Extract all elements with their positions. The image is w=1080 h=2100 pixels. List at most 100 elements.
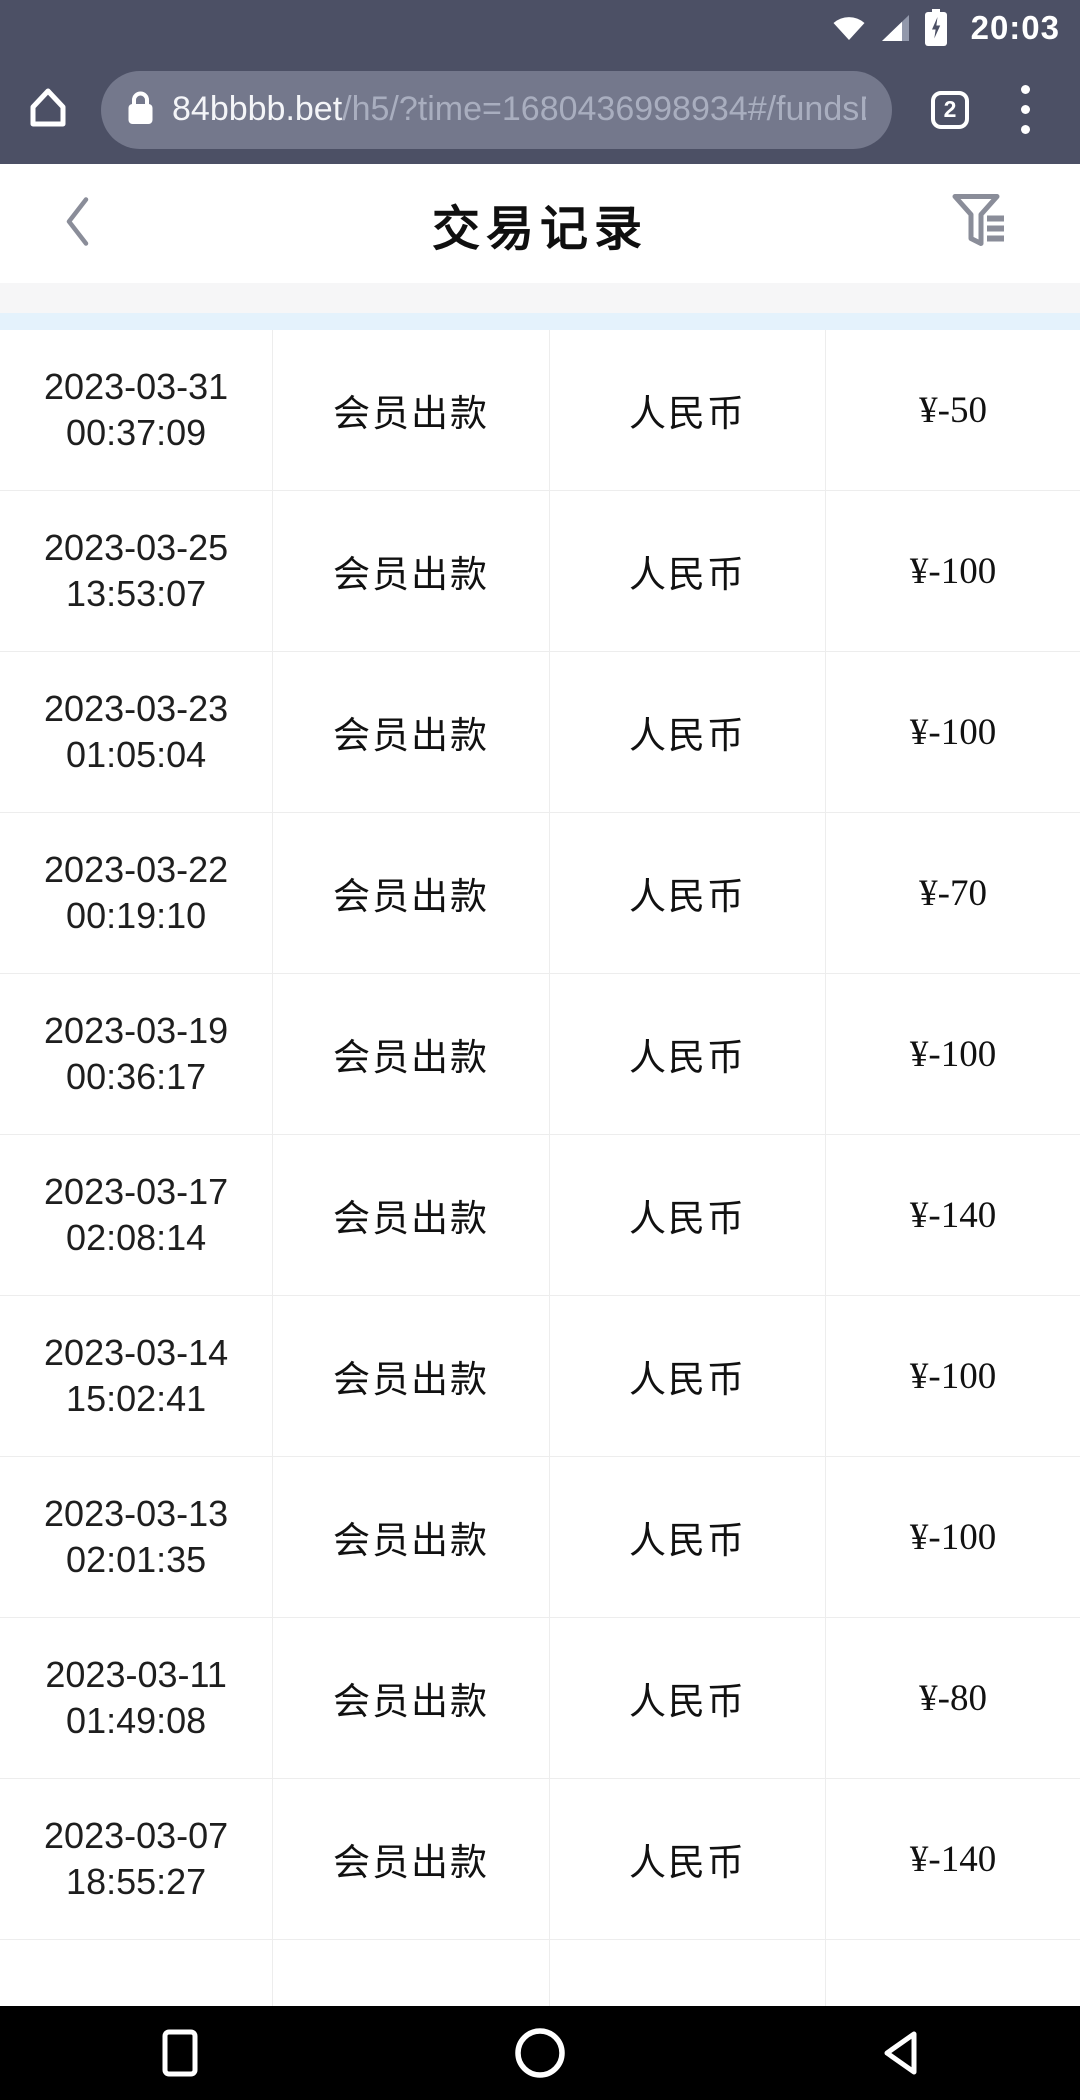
back-button[interactable] — [64, 195, 91, 252]
transaction-time: 01:49:08 — [66, 1700, 207, 1741]
transaction-type: 会员出款 — [273, 330, 550, 490]
table-row[interactable]: 2023-03-22 00:19:10 会员出款 人民币 ¥-70 — [0, 813, 1080, 974]
transaction-date: 2023-03-19 — [44, 1010, 229, 1051]
table-row[interactable]: 2023-03-13 02:01:35 会员出款 人民币 ¥-100 — [0, 1457, 1080, 1618]
table-row[interactable]: 2023-03-25 13:53:07 会员出款 人民币 ¥-100 — [0, 491, 1080, 652]
transaction-currency: 人民币 — [550, 1135, 827, 1295]
status-bar: 20:03 — [0, 0, 1080, 55]
transaction-type: 会员出款 — [273, 491, 550, 651]
transaction-amount: ¥-100 — [909, 1033, 997, 1075]
transaction-datetime: 2023-03-07 18:55:27 — [0, 1779, 274, 1939]
transaction-amount: ¥-100 — [909, 1355, 997, 1397]
transaction-type: 会员出款 — [273, 813, 550, 973]
transaction-amount — [826, 1940, 1080, 2006]
url-text: 84bbbb.bet/h5/?time=1680436998934#/funds… — [172, 90, 866, 129]
transaction-time: 00:19:10 — [66, 895, 207, 936]
transaction-datetime: 2023-03-19 00:36:17 — [0, 974, 274, 1134]
transaction-time: 02:01:35 — [66, 1539, 207, 1580]
page-header: 交易记录 — [0, 164, 1080, 283]
transaction-currency: 人民币 — [550, 1779, 827, 1939]
recents-button[interactable] — [0, 2006, 360, 2100]
table-row[interactable]: 2023-03-17 02:08:14 会员出款 人民币 ¥-140 — [0, 1135, 1080, 1296]
back-triangle-button[interactable] — [720, 2006, 1080, 2100]
transaction-time: 18:55:27 — [66, 1861, 207, 1902]
transaction-currency: 人民币 — [550, 974, 827, 1134]
transaction-amount: ¥-140 — [909, 1194, 997, 1236]
transaction-type: 会员出款 — [273, 1618, 550, 1778]
battery-charging-icon — [924, 9, 947, 46]
transaction-type: 会员出款 — [273, 1296, 550, 1456]
transaction-currency: 人民币 — [550, 330, 827, 490]
table-row[interactable]: 2023-03-07 18:55:27 会员出款 人民币 ¥-140 — [0, 1779, 1080, 1940]
table-row[interactable]: 2023-03-23 01:05:04 会员出款 人民币 ¥-100 — [0, 652, 1080, 813]
url-path: /h5/?time=1680436998934#/fundsDe — [342, 90, 866, 128]
browser-toolbar: 84bbbb.bet/h5/?time=1680436998934#/funds… — [0, 55, 1080, 164]
transaction-date: 2023-03-02 — [44, 1997, 228, 2006]
android-nav-bar — [0, 2006, 1080, 2100]
page-title: 交易记录 — [431, 202, 648, 256]
transaction-currency: 人民币 — [550, 1296, 827, 1456]
transaction-date: 2023-03-25 — [44, 527, 229, 568]
transaction-time: 00:36:17 — [66, 1056, 207, 1097]
url-domain: 84bbbb.bet — [172, 90, 343, 128]
transaction-type: 会员出款 — [273, 974, 550, 1134]
cell-signal-icon — [881, 14, 909, 41]
clock: 20:03 — [970, 8, 1060, 46]
highlight-band — [0, 313, 1080, 330]
transaction-type: 会员出款 — [273, 1135, 550, 1295]
transaction-time: 00:37:09 — [66, 412, 207, 453]
transaction-datetime: 2023-03-31 00:37:09 — [0, 330, 274, 490]
transaction-datetime: 2023-03-13 02:01:35 — [0, 1457, 274, 1617]
transaction-amount: ¥-100 — [909, 711, 997, 753]
transaction-currency: 人民币 — [550, 652, 827, 812]
transaction-datetime: 2023-03-14 15:02:41 — [0, 1296, 274, 1456]
transaction-datetime: 2023-03-17 02:08:14 — [0, 1135, 274, 1295]
home-circle-button[interactable] — [360, 2006, 720, 2100]
table-row[interactable]: 2023-03-31 00:37:09 会员出款 人民币 ¥-50 — [0, 330, 1080, 491]
transaction-date: 2023-03-11 — [45, 1654, 227, 1695]
transaction-datetime: 2023-03-23 01:05:04 — [0, 652, 274, 812]
filter-button[interactable] — [952, 193, 1010, 254]
table-row[interactable]: 2023-03-11 01:49:08 会员出款 人民币 ¥-80 — [0, 1618, 1080, 1779]
transaction-currency: 人民币 — [550, 491, 827, 651]
transaction-time: 01:05:04 — [66, 734, 207, 775]
transaction-amount: ¥-80 — [919, 1677, 987, 1719]
table-header-band — [0, 283, 1080, 313]
transaction-type: 会员出款 — [273, 1457, 550, 1617]
tab-switcher-button[interactable]: 2 — [931, 90, 969, 129]
transaction-datetime: 2023-03-22 00:19:10 — [0, 813, 274, 973]
overflow-menu-icon[interactable] — [1021, 85, 1030, 134]
transaction-currency: 人民币 — [550, 1457, 827, 1617]
table-row[interactable]: 2023-03-19 00:36:17 会员出款 人民币 ¥-100 — [0, 974, 1080, 1135]
table-row[interactable]: 2023-03-02 — [0, 1940, 1080, 2006]
table-row[interactable]: 2023-03-14 15:02:41 会员出款 人民币 ¥-100 — [0, 1296, 1080, 1457]
transaction-currency: 人民币 — [550, 813, 827, 973]
transaction-datetime: 2023-03-11 01:49:08 — [0, 1618, 274, 1778]
transaction-type: 会员出款 — [273, 652, 550, 812]
transaction-amount: ¥-50 — [919, 389, 987, 431]
transaction-date: 2023-03-13 — [44, 1493, 229, 1534]
transaction-time: 15:02:41 — [66, 1378, 207, 1419]
transaction-type: 会员出款 — [273, 1779, 550, 1939]
transaction-date: 2023-03-07 — [44, 1815, 229, 1856]
transaction-currency: 人民币 — [550, 1618, 827, 1778]
tab-count: 2 — [943, 96, 957, 122]
transaction-time: 02:08:14 — [66, 1217, 207, 1258]
transaction-datetime: 2023-03-25 13:53:07 — [0, 491, 274, 651]
transaction-date: 2023-03-17 — [44, 1171, 229, 1212]
transaction-amount: ¥-70 — [919, 872, 987, 914]
transaction-time: 13:53:07 — [66, 573, 207, 614]
transaction-amount: ¥-140 — [909, 1838, 997, 1880]
home-button[interactable] — [28, 86, 68, 133]
wifi-icon — [832, 14, 866, 41]
transaction-date: 2023-03-23 — [44, 688, 229, 729]
transaction-currency — [550, 1940, 827, 2006]
lock-icon — [127, 90, 154, 130]
transaction-amount: ¥-100 — [909, 550, 997, 592]
url-bar[interactable]: 84bbbb.bet/h5/?time=1680436998934#/funds… — [101, 70, 892, 149]
transaction-datetime: 2023-03-02 — [0, 1940, 274, 2006]
transaction-date: 2023-03-22 — [44, 849, 229, 890]
transaction-date: 2023-03-14 — [44, 1332, 229, 1373]
transaction-type — [273, 1940, 550, 2006]
